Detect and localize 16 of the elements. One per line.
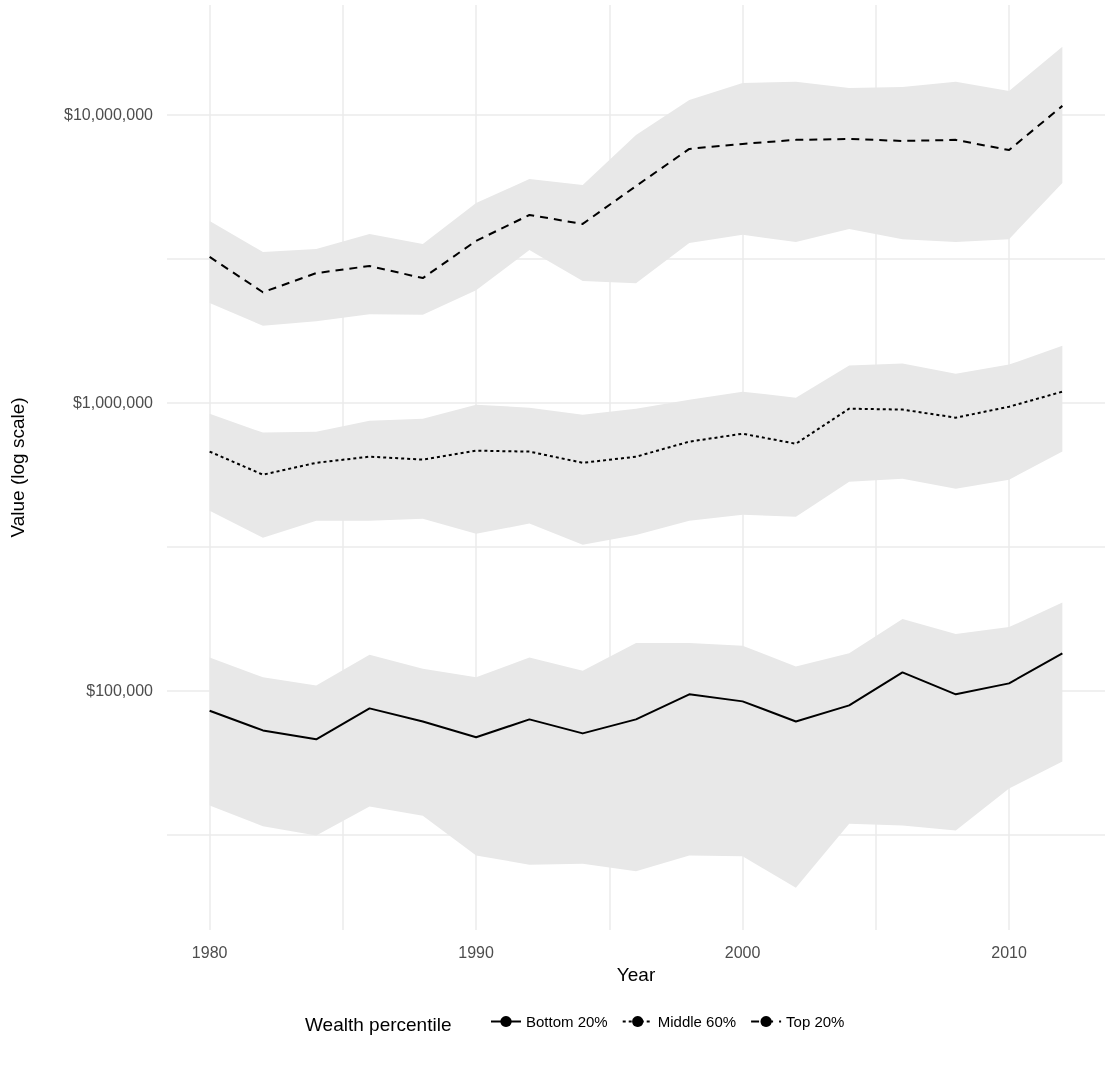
line-series — [208, 390, 1064, 476]
legend-label: Bottom 20% — [526, 1013, 608, 1030]
x-tick-label: 2000 — [724, 943, 761, 961]
x-axis-title: Year — [616, 964, 656, 985]
y-tick-label: $100,000 — [86, 681, 154, 699]
legend-label: Middle 60% — [657, 1013, 737, 1030]
x-tick-label: 2010 — [991, 943, 1027, 961]
y-axis-title: Value (log scale) — [7, 397, 28, 538]
legend-label: Top 20% — [786, 1013, 845, 1030]
x-tick-label: 1980 — [191, 943, 228, 961]
y-tick-label: $10,000,000 — [64, 106, 154, 124]
x-tick-label: 1990 — [458, 943, 495, 961]
line-series — [208, 104, 1064, 294]
legend-title: Wealth percentile — [305, 1014, 452, 1035]
line-series — [208, 652, 1064, 741]
y-tick-label: $1,000,000 — [72, 394, 154, 412]
